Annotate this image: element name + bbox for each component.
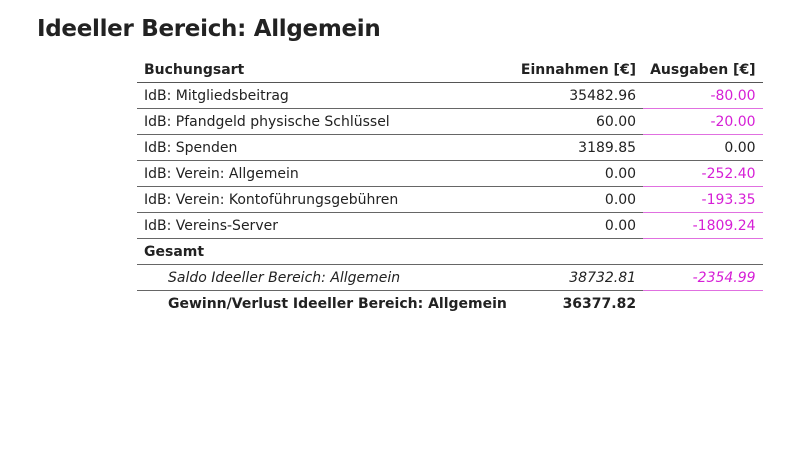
cell: 60.00 <box>513 108 644 135</box>
cell: -2354.99 <box>643 264 763 291</box>
row: IdB: Verein: Kontoführungsgebühren 0.00 … <box>137 186 763 213</box>
cell: IdB: Verein: Kontoführungsgebühren <box>137 186 514 213</box>
cell: Gesamt <box>137 238 514 265</box>
cell: IdB: Mitgliedsbeitrag <box>137 82 514 109</box>
column-header: Ausgaben [€] <box>643 57 763 83</box>
cell: 35482.96 <box>513 82 644 109</box>
cell: 0.00 <box>643 134 763 161</box>
total-heading-row: Gesamt <box>137 238 763 265</box>
cell: IdB: Spenden <box>137 134 514 161</box>
row: IdB: Vereins-Server 0.00 -1809.24 <box>137 212 763 239</box>
cell: 3189.85 <box>513 134 644 161</box>
row: IdB: Verein: Allgemein 0.00 -252.40 <box>137 160 763 187</box>
row: IdB: Mitgliedsbeitrag 35482.96 -80.00 <box>137 82 763 109</box>
cell: 38732.81 <box>513 264 644 291</box>
cell: IdB: Vereins-Server <box>137 212 514 239</box>
cell: -252.40 <box>643 160 763 187</box>
cell: IdB: Verein: Allgemein <box>137 160 514 187</box>
cell: 0.00 <box>513 212 644 239</box>
cell: IdB: Pfandgeld physische Schlüssel <box>137 108 514 135</box>
cell: Gewinn/Verlust Ideeller Bereich: Allgeme… <box>168 295 507 312</box>
cell: -1809.24 <box>643 212 763 239</box>
column-header: Buchungsart <box>137 57 514 83</box>
cell: 0.00 <box>513 186 644 213</box>
header-row: Buchungsart Einnahmen [€] Ausgaben [€] <box>137 57 763 83</box>
row: IdB: Spenden 3189.85 0.00 <box>137 134 763 161</box>
cell: -193.35 <box>643 186 763 213</box>
cell: -20.00 <box>643 108 763 135</box>
page-title: Ideeller Bereich: Allgemein <box>37 16 381 42</box>
row: IdB: Pfandgeld physische Schlüssel 60.00… <box>137 108 763 135</box>
column-header: Einnahmen [€] <box>513 57 644 83</box>
cell: 36377.82 <box>562 295 637 312</box>
cell: Saldo Ideeller Bereich: Allgemein <box>137 264 514 291</box>
cell: 0.00 <box>513 160 644 187</box>
saldo-row: Saldo Ideeller Bereich: Allgemein 38732.… <box>137 264 763 291</box>
table: Buchungsart Einnahmen [€] Ausgaben [€] I… <box>137 57 763 316</box>
cell <box>513 238 644 265</box>
cell: -80.00 <box>643 82 763 109</box>
cell <box>643 291 763 317</box>
result-row: Gewinn/Verlust Ideeller Bereich: Allgeme… <box>137 291 763 317</box>
cell <box>643 238 763 265</box>
